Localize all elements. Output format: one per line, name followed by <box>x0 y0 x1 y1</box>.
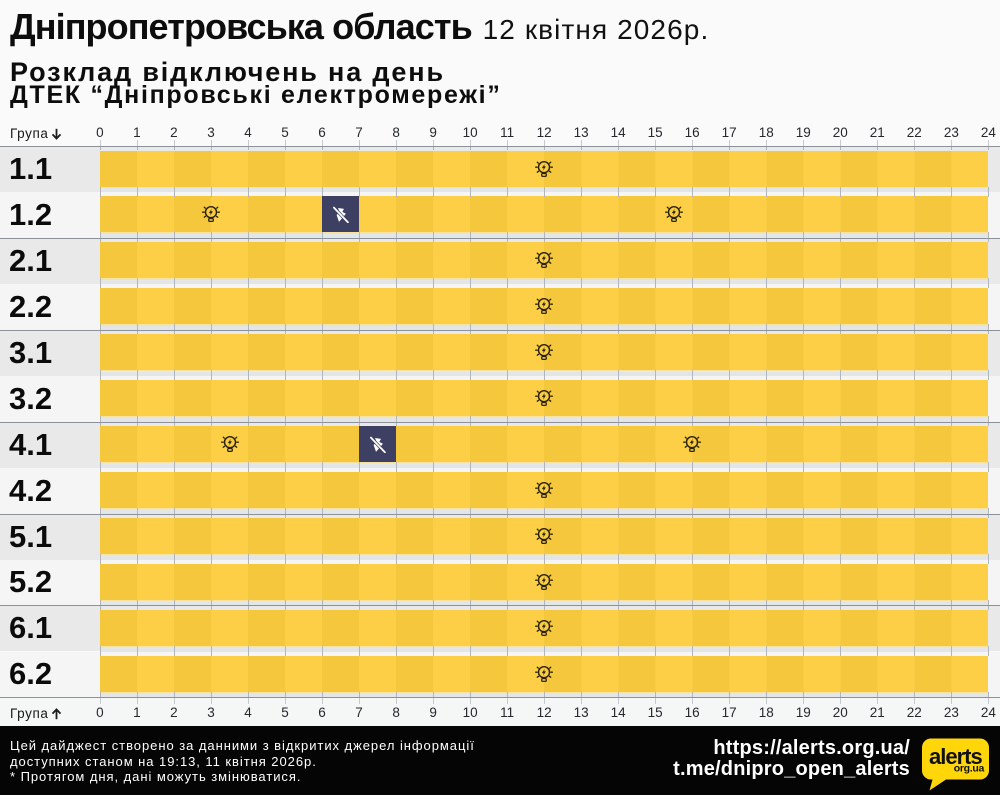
svg-text:org.ua: org.ua <box>954 763 985 775</box>
svg-text:alerts: alerts <box>929 744 982 769</box>
